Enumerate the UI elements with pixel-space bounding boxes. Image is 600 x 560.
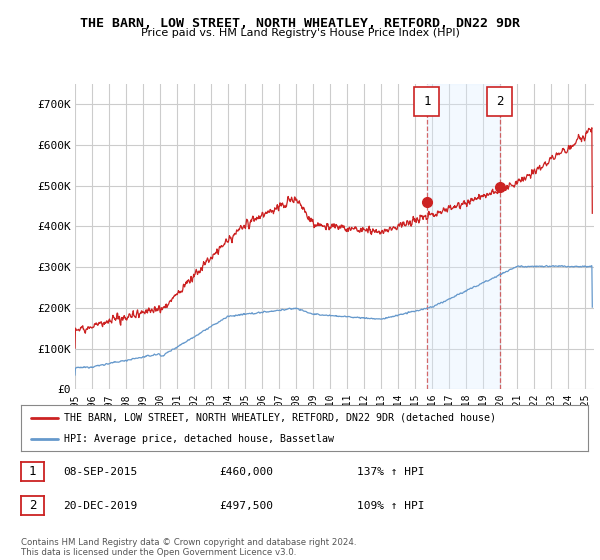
Text: Price paid vs. HM Land Registry's House Price Index (HPI): Price paid vs. HM Land Registry's House … [140,28,460,38]
Text: 2: 2 [496,95,503,108]
Text: 20-DEC-2019: 20-DEC-2019 [63,501,137,511]
Text: £497,500: £497,500 [219,501,273,511]
FancyBboxPatch shape [487,87,512,116]
Text: 1: 1 [423,95,431,108]
Text: 2: 2 [29,499,36,512]
Text: THE BARN, LOW STREET, NORTH WHEATLEY, RETFORD, DN22 9DR: THE BARN, LOW STREET, NORTH WHEATLEY, RE… [80,17,520,30]
Text: THE BARN, LOW STREET, NORTH WHEATLEY, RETFORD, DN22 9DR (detached house): THE BARN, LOW STREET, NORTH WHEATLEY, RE… [64,413,496,423]
Text: Contains HM Land Registry data © Crown copyright and database right 2024.
This d: Contains HM Land Registry data © Crown c… [21,538,356,557]
Text: HPI: Average price, detached house, Bassetlaw: HPI: Average price, detached house, Bass… [64,435,334,444]
Text: 109% ↑ HPI: 109% ↑ HPI [357,501,425,511]
Text: £460,000: £460,000 [219,466,273,477]
Text: 137% ↑ HPI: 137% ↑ HPI [357,466,425,477]
Text: 1: 1 [29,465,36,478]
Text: 08-SEP-2015: 08-SEP-2015 [63,466,137,477]
Bar [427,84,500,389]
FancyBboxPatch shape [415,87,439,116]
